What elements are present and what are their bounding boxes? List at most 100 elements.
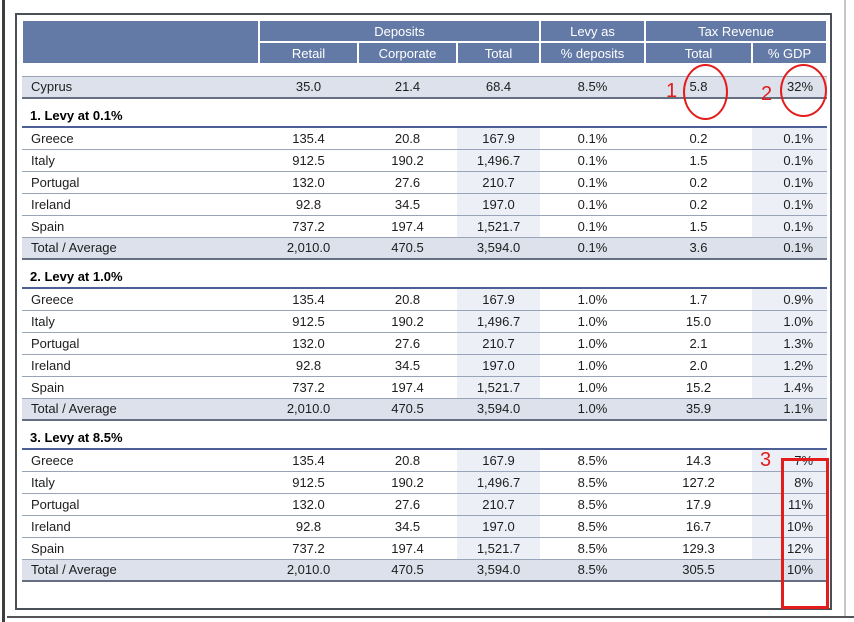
cell: 2,010.0 [259,558,358,582]
cell: 129.3 [645,536,752,560]
annotation-number-3: 3 [760,449,772,471]
cell: 8.5% [540,514,645,538]
cell: 10% [752,514,828,538]
cell: 197.4 [358,214,457,238]
table-header: Deposits Levy as Tax Revenue Retail Corp… [21,19,829,65]
cell: 8.5% [540,448,645,472]
cell: 1.4% [752,375,828,399]
window-left-edge [2,0,5,622]
cell: 0.1% [540,148,645,172]
cell: 35.0 [259,75,358,99]
table-row: Ireland 92.8 34.5 197.0 8.5% 16.7 10% [22,514,828,538]
cell: 132.0 [259,492,358,516]
row-label: Ireland [22,514,259,538]
table-row: Spain 737.2 197.4 1,521.7 8.5% 129.3 12% [22,536,828,560]
row-label: Ireland [22,192,259,216]
cell: 1.2% [752,353,828,377]
cell: 0.1% [752,192,828,216]
cell: 190.2 [358,470,457,494]
annotation-number-1: 1 [666,80,678,102]
cell: 8% [752,470,828,494]
table-row: Spain 737.2 197.4 1,521.7 1.0% 15.2 1.4% [22,375,828,399]
header-retail: Retail [258,41,359,65]
cell: 92.8 [259,514,358,538]
annotation-circle-2 [780,64,827,117]
table-row: Italy 912.5 190.2 1,496.7 0.1% 1.5 0.1% [22,148,828,172]
cell: 912.5 [259,309,358,333]
cell: 197.0 [457,514,540,538]
header-deposits-total: Total [456,41,541,65]
cell: 167.9 [457,448,540,472]
annotation-box-3 [781,458,829,609]
cell: 1.7 [645,287,752,311]
cell: 470.5 [358,236,457,260]
table-row: Italy 912.5 190.2 1,496.7 1.0% 15.0 1.0% [22,309,828,333]
header-corporate: Corporate [357,41,458,65]
cell: 34.5 [358,192,457,216]
cell: 1,521.7 [457,536,540,560]
cell: 0.2 [645,192,752,216]
cell: 0.1% [540,126,645,150]
cell: 68.4 [457,75,540,99]
cell: 1.0% [540,353,645,377]
cell: 3,594.0 [457,236,540,260]
row-label: Greece [22,448,259,472]
table-row: Greece 135.4 20.8 167.9 8.5% 14.3 7% [22,448,828,472]
window-bottom-edge [7,616,854,618]
cell: 3,594.0 [457,558,540,582]
cell: 132.0 [259,170,358,194]
cell: 3.6 [645,236,752,260]
table-body: Cyprus 35.0 21.4 68.4 8.5% 5.8 32% 1. Levy at 0… [22,64,828,582]
table-row: Portugal 132.0 27.6 210.7 8.5% 17.9 11% [22,492,828,516]
cell: 11% [752,492,828,516]
cell: 0.1% [540,214,645,238]
cell: 135.4 [259,126,358,150]
cell: 470.5 [358,397,457,421]
cell: 92.8 [259,353,358,377]
cell: 737.2 [259,375,358,399]
cell: 8.5% [540,470,645,494]
cell: 27.6 [358,331,457,355]
cell: 1.3% [752,331,828,355]
cell: 14.3 [645,448,752,472]
cell: 92.8 [259,192,358,216]
row-label: Greece [22,287,259,311]
cell: 210.7 [457,170,540,194]
cell: 0.1% [540,236,645,260]
header-deposits-group: Deposits [258,19,541,43]
cell: 0.1% [752,170,828,194]
cell: 17.9 [645,492,752,516]
cell: 197.0 [457,192,540,216]
cell: 15.0 [645,309,752,333]
cell: 167.9 [457,126,540,150]
cell: 190.2 [358,148,457,172]
table-row: Portugal 132.0 27.6 210.7 0.1% 0.2 0.1% [22,170,828,194]
cell: 0.1% [752,236,828,260]
cell: 1,496.7 [457,309,540,333]
spacer-cell [22,64,828,76]
cell: 1,521.7 [457,375,540,399]
row-label: Italy [22,309,259,333]
row-label: Total / Average [22,236,259,260]
cell: 2.1 [645,331,752,355]
cell: 0.9% [752,287,828,311]
cell: 0.1% [540,170,645,194]
row-label: Italy [22,470,259,494]
table-row: Ireland 92.8 34.5 197.0 1.0% 2.0 1.2% [22,353,828,377]
cell: 8.5% [540,492,645,516]
cell: 2,010.0 [259,397,358,421]
cell: 197.4 [358,375,457,399]
table-row: Total / Average 2,010.0 470.5 3,594.0 0.1% 3.… [22,236,828,260]
cell: 3,594.0 [457,397,540,421]
levy-table: Deposits Levy as Tax Revenue Retail Corp… [21,19,829,582]
cell: 135.4 [259,287,358,311]
cell: 1,496.7 [457,470,540,494]
cell: 0.2 [645,126,752,150]
cell: 8.5% [540,75,645,99]
section-title-row: 3. Levy at 8.5% [22,420,828,450]
cell: 35.9 [645,397,752,421]
cell: 15.2 [645,375,752,399]
cell: 210.7 [457,492,540,516]
row-label: Portugal [22,170,259,194]
cell: 737.2 [259,536,358,560]
